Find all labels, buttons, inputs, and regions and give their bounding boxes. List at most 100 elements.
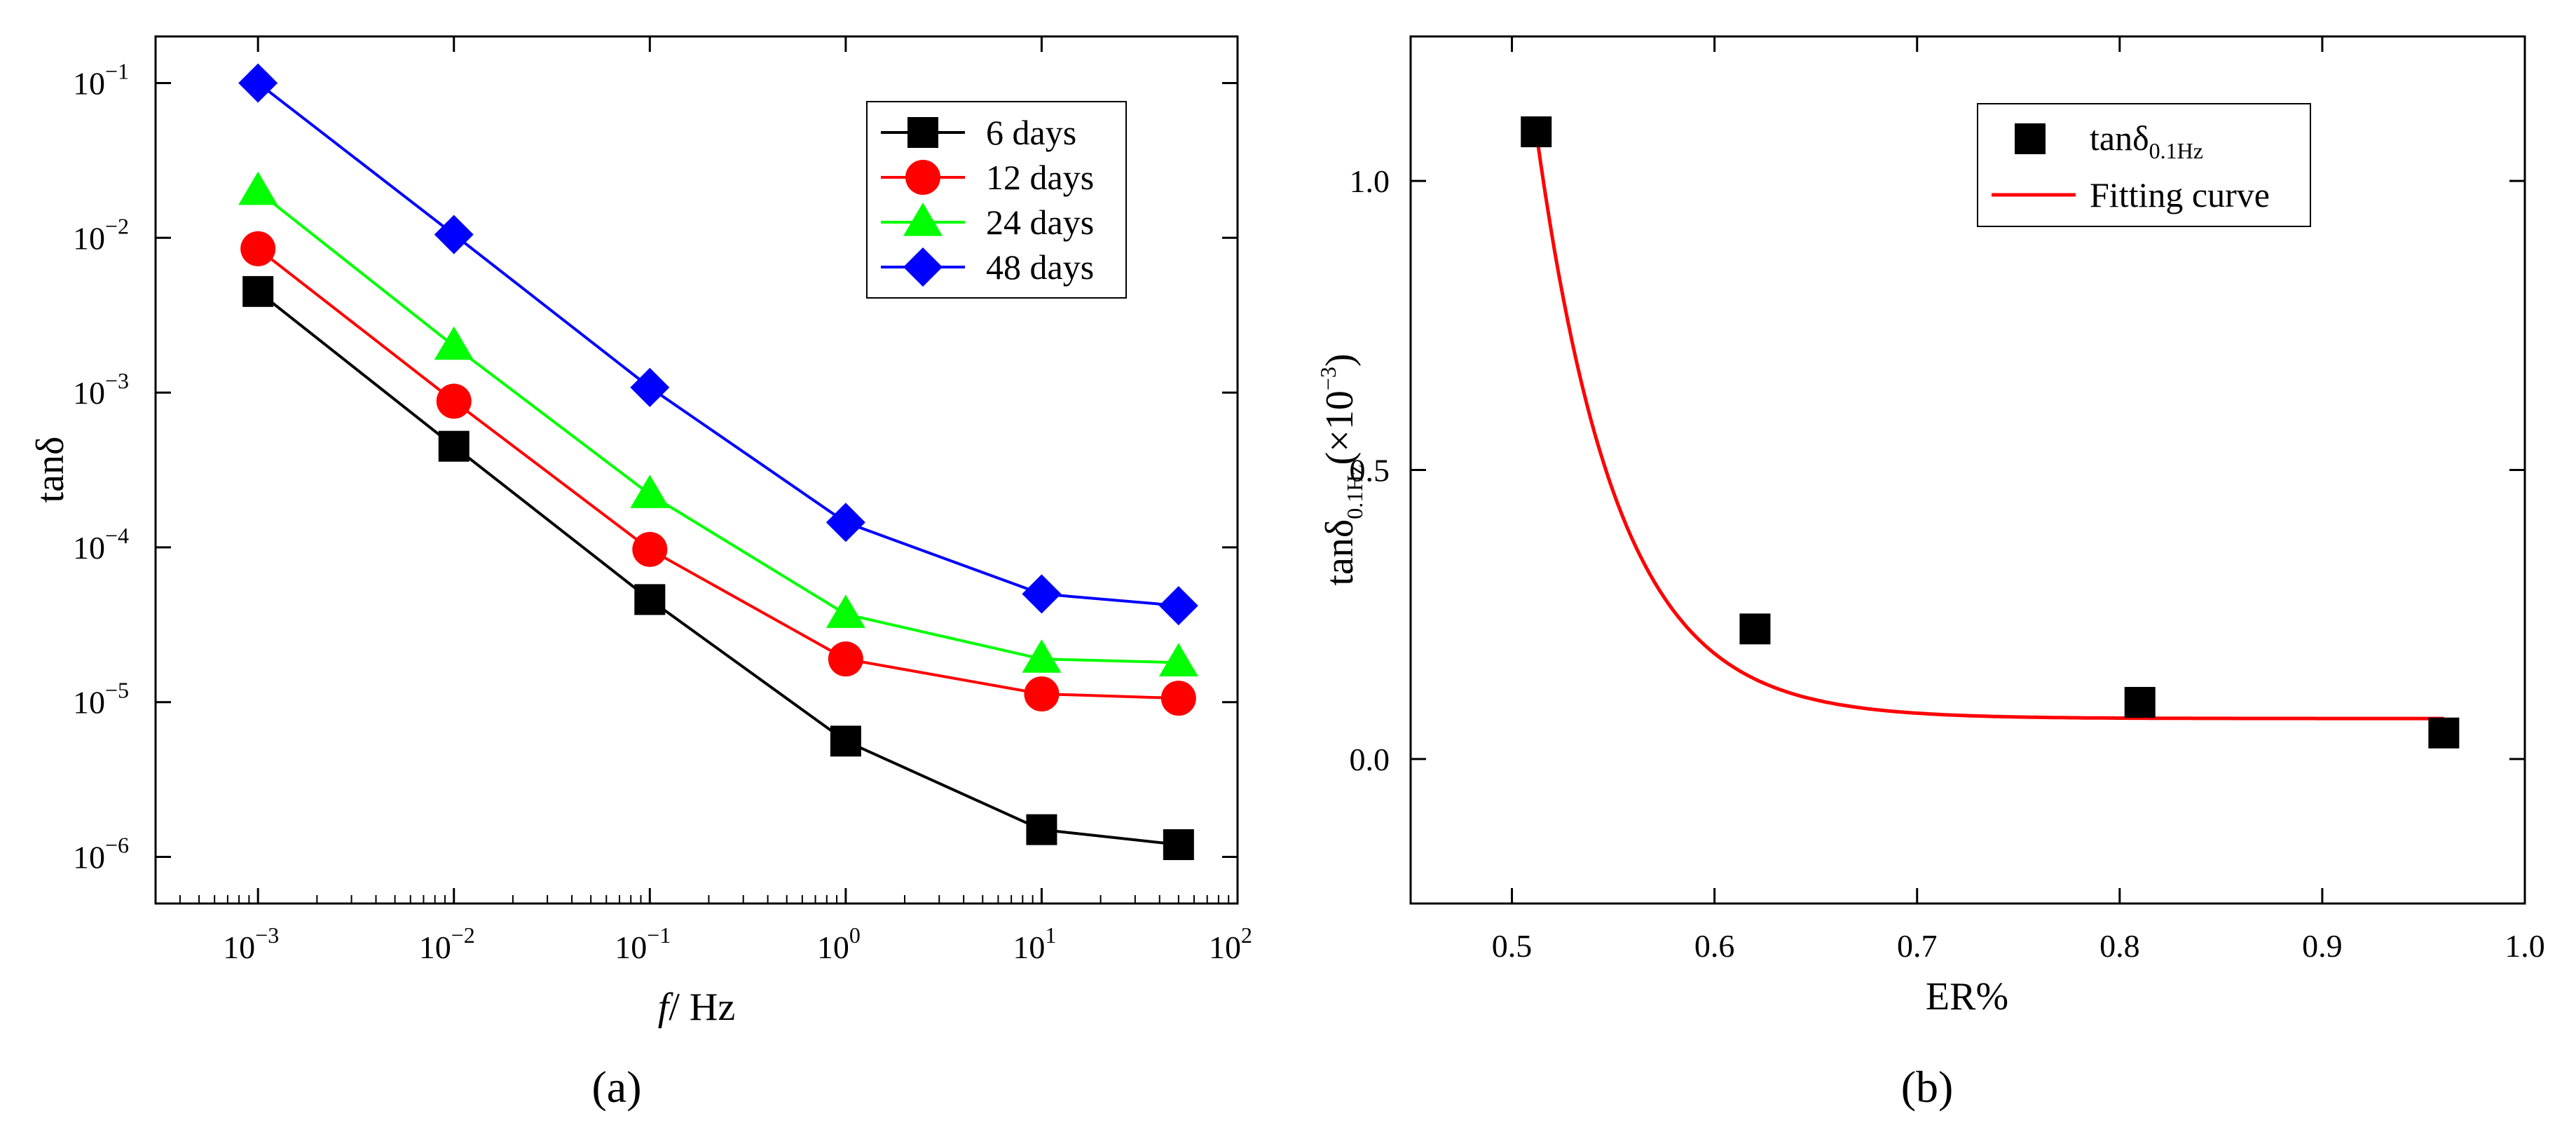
x-tick-base-a: 10 [1209, 929, 1241, 965]
y-tick-exp-a: −6 [105, 833, 129, 858]
data-point-6-days [1163, 829, 1194, 861]
x-tick-base-a: 10 [817, 929, 849, 965]
data-point-24-days [238, 171, 278, 205]
y-axis-title-b-sup: −3 [1315, 367, 1341, 390]
y-tick-base-a: 10 [73, 530, 105, 566]
legend-label-a: 24 days [986, 203, 1094, 242]
y-axis-title-b-open: (×10 [1318, 390, 1362, 465]
y-axis-title-b: tanδ0.1Hz(×10−3) [1315, 353, 1367, 585]
data-point-24-days [1022, 639, 1062, 673]
y-tick-base-a: 10 [73, 65, 105, 101]
x-axis-title-b: ER% [1926, 975, 2008, 1018]
data-point-24-days [434, 326, 474, 360]
x-tick-exp-a: 2 [1241, 922, 1252, 948]
y-tick-exp-a: −5 [105, 678, 129, 703]
fit-curve-line [1534, 131, 2444, 721]
series-group-a [238, 63, 1198, 861]
legend-marker-a [907, 117, 938, 148]
x-tick-base-a: 10 [1013, 929, 1045, 965]
x-tick-exp-a: 1 [1045, 922, 1056, 948]
legend-label-a: 12 days [986, 158, 1094, 197]
plot-frame-a [154, 35, 1239, 905]
data-point-6-days [242, 275, 274, 307]
data-point-24-days [630, 475, 670, 508]
ticks-b [1411, 36, 2526, 904]
x-tick-exp-a: −1 [647, 922, 671, 948]
y-tick-label-a: 10−3 [73, 368, 129, 411]
data-point-6-days [1026, 814, 1057, 845]
x-tick-base-a: 10 [615, 929, 647, 965]
y-tick-label-b: 0.5 [1350, 453, 1390, 489]
x-tick-label-b: 1.0 [2505, 928, 2545, 964]
panel-label-a: (a) [591, 1062, 641, 1112]
data-point-12-days [1024, 676, 1060, 711]
x-tick-labels-a: 10−3 10−2 10−1 100 101 102 [223, 922, 1252, 965]
x-tick-labels-b: 0.5 0.6 0.7 0.8 0.9 1.0 [1492, 928, 2545, 964]
x-tick-label-b: 0.6 [1694, 928, 1735, 964]
legend-label-points-b: tanδ0.1Hz [2090, 118, 2203, 163]
x-tick-exp-a: −3 [255, 922, 279, 948]
y-tick-exp-a: −4 [105, 523, 129, 548]
y-tick-exp-a: −3 [105, 368, 129, 393]
legend-marker-a [905, 160, 940, 195]
data-point-6-days [634, 584, 666, 615]
x-tick-label-a: 10−2 [419, 922, 475, 965]
series-line-48-days [256, 81, 1179, 608]
data-point-6-days [830, 725, 861, 757]
y-tick-label-a: 10−1 [73, 58, 129, 101]
data-point-48-days [1158, 586, 1198, 626]
x-axis-title-a-rest: / Hz [669, 986, 735, 1029]
y-tick-labels-b: 0.0 0.5 1.0 [1350, 163, 1390, 777]
x-tick-label-a: 102 [1209, 922, 1252, 965]
x-tick-label-a: 101 [1013, 922, 1056, 965]
legend-label-points-sub-b: 0.1Hz [2149, 138, 2203, 163]
y-tick-base-a: 10 [73, 840, 105, 875]
x-tick-exp-a: −2 [451, 922, 475, 948]
legend-label-a: 48 days [986, 247, 1094, 287]
series-line-24-days [256, 190, 1179, 664]
data-point-12-days [828, 641, 863, 677]
panel-b: 0.5 0.6 0.7 0.8 0.9 1.0 0.00.51.0 tanδ0.1HzFi… [1315, 35, 2545, 1112]
x-ticks-a [156, 36, 1239, 904]
x-tick-base-a: 10 [223, 929, 255, 965]
plot-frame-b [1409, 35, 2526, 905]
panel-label-b: (b) [1901, 1062, 1954, 1112]
data-point-12-days [1160, 681, 1196, 716]
series-line-12-days [256, 247, 1179, 700]
x-tick-base-a: 10 [419, 929, 451, 965]
legend-marker-a [903, 203, 943, 236]
legend-label-a: 6 days [986, 113, 1076, 152]
data-point-48-days [434, 214, 474, 254]
x-tick-label-b: 0.8 [2099, 928, 2140, 964]
data-point-24-days [1158, 643, 1198, 676]
data-point-12-days [240, 231, 276, 266]
data-point-tan-delta [1739, 613, 1771, 645]
x-tick-label-b: 0.7 [1897, 928, 1938, 964]
legend-label-points-main-b: tanδ [2090, 118, 2149, 158]
data-point-tan-delta [1521, 116, 1552, 148]
panel-label-b-text: (b) [1901, 1062, 1954, 1112]
x-tick-label-a: 10−3 [223, 922, 279, 965]
data-point-12-days [632, 531, 668, 567]
y-tick-label-b: 0.0 [1350, 742, 1390, 777]
data-point-tan-delta [2124, 687, 2156, 718]
data-point-6-days [438, 430, 470, 462]
x-tick-label-a: 10−1 [615, 922, 671, 965]
legend-a: 6 days 12 days 24 days 48 days [866, 101, 1127, 299]
y-tick-label-a: 10−6 [73, 833, 129, 875]
data-point-48-days [1022, 574, 1062, 614]
data-point-tan-delta [2428, 717, 2460, 749]
data-point-48-days [630, 367, 670, 407]
data-point-24-days [825, 594, 865, 628]
y-axis-title-b-main: tanδ [1318, 519, 1362, 586]
fit-curve-group-b [1534, 131, 2444, 721]
series-group-b [1521, 116, 2460, 749]
legend-b: tanδ0.1Hz Fitting curve [1977, 103, 2311, 227]
y-tick-label-b: 1.0 [1350, 163, 1390, 199]
legend-marker-a [903, 247, 943, 287]
panel-a: 10−3 10−2 10−1 100 101 102 10−610−510−410−310… [29, 35, 1252, 1112]
x-tick-exp-a: 0 [849, 922, 861, 948]
y-tick-base-a: 10 [73, 375, 105, 411]
y-tick-label-a: 10−5 [73, 678, 129, 721]
